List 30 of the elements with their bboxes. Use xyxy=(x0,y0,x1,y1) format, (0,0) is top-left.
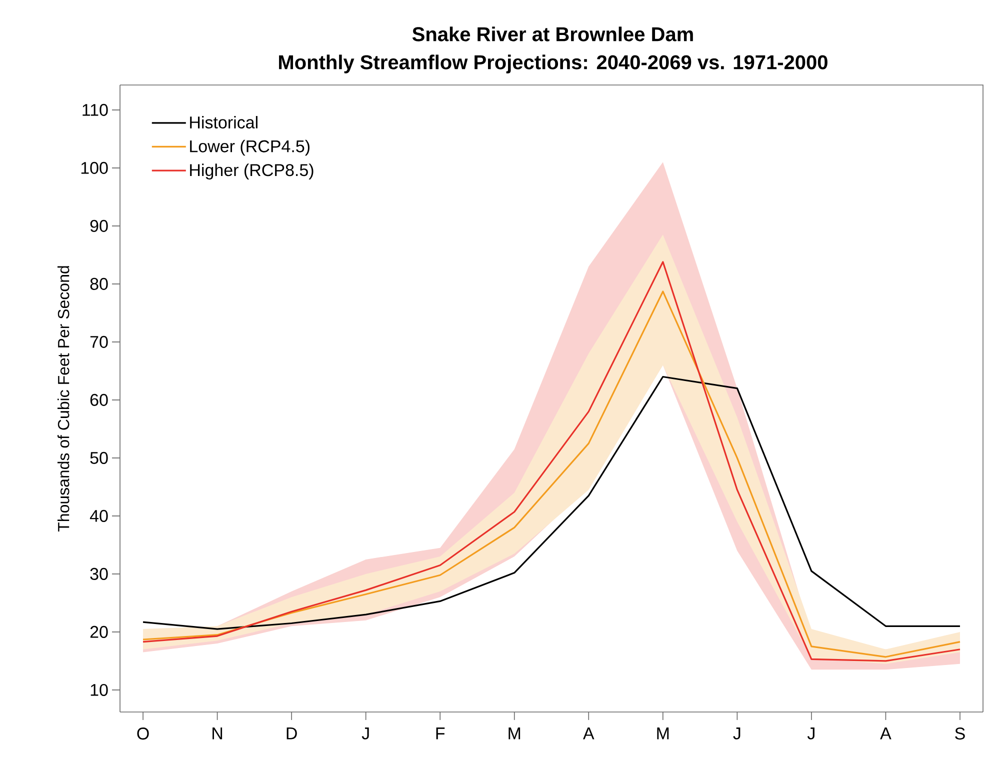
y-tick-label: 90 xyxy=(90,220,108,232)
x-tick-label: M xyxy=(657,728,669,740)
chart-subtitle: Monthly Streamflow Projections: 2040-2069 vs. 1971-2000 xyxy=(279,54,828,74)
y-axis-title: Thousands of Cubic Feet Per Second xyxy=(57,266,70,532)
x-tick-label: J xyxy=(733,728,740,740)
x-tick-label: A xyxy=(583,728,594,740)
y-tick-label: 110 xyxy=(82,104,108,116)
x-tick-label: J xyxy=(362,728,369,740)
x-tick-label: M xyxy=(508,728,520,740)
x-tick-label: O xyxy=(137,728,149,740)
y-tick-label: 60 xyxy=(90,394,108,406)
legend-label: Higher (RCP8.5) xyxy=(190,164,314,180)
y-tick-label: 40 xyxy=(90,510,108,522)
legend-label: Historical xyxy=(190,116,258,128)
legend-label: Lower (RCP4.5) xyxy=(190,140,310,156)
x-tick-label: S xyxy=(955,728,965,740)
x-tick-label: N xyxy=(212,728,222,740)
y-tick-label: 80 xyxy=(90,278,108,290)
y-tick-label: 50 xyxy=(90,452,108,464)
x-tick-label: A xyxy=(880,728,892,740)
x-tick-label: F xyxy=(436,728,445,740)
y-tick-label: 30 xyxy=(90,568,108,580)
y-tick-label: 10 xyxy=(90,684,108,696)
y-tick-label: 100 xyxy=(81,162,108,174)
chart-title: Snake River at Brownlee Dam xyxy=(412,26,693,42)
line-series xyxy=(142,376,961,630)
y-tick-label: 20 xyxy=(90,626,108,638)
x-tick-label: J xyxy=(807,728,814,740)
x-tick-label: D xyxy=(286,728,297,740)
y-tick-label: 70 xyxy=(90,336,108,348)
